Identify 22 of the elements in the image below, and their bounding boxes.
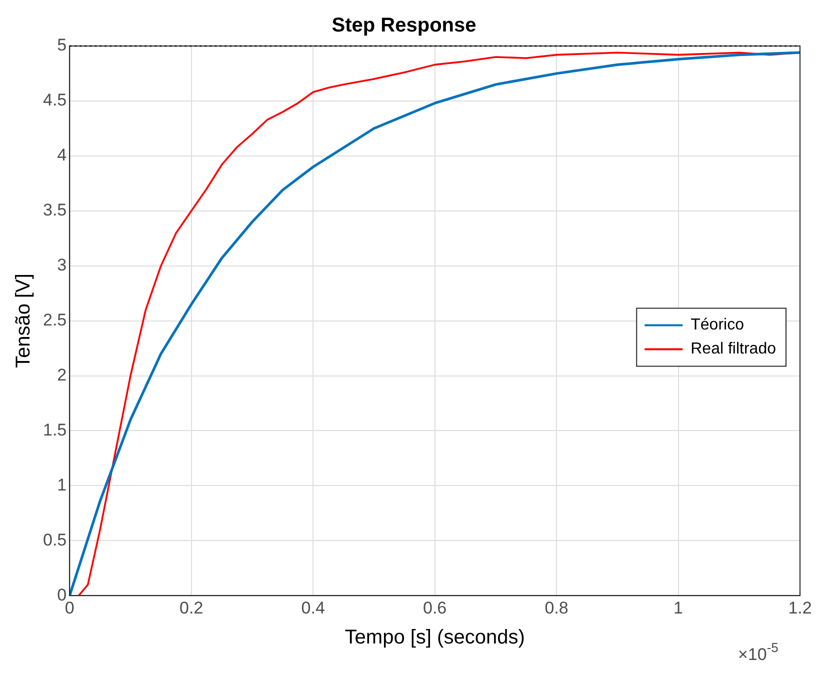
- y-tick-label: 1.5: [42, 420, 67, 440]
- x-tick-label: 0.4: [301, 598, 325, 618]
- legend-label: Téorico: [690, 316, 744, 334]
- y-tick-label: 4: [57, 146, 67, 165]
- x-tick-label: 1: [674, 598, 684, 618]
- y-tick-label: 0.5: [42, 530, 67, 550]
- y-tick-label: 2.5: [42, 310, 67, 330]
- y-tick-label: 3: [57, 256, 67, 275]
- y-tick-label: 3.5: [42, 200, 67, 220]
- y-tick-label: 2: [57, 365, 67, 384]
- y-axis-title: Tensão [V]: [12, 274, 35, 368]
- x-tick-label: 0.6: [422, 598, 447, 618]
- x-tick-label: 1.2: [788, 598, 812, 618]
- y-tick-label: 1: [57, 475, 67, 494]
- y-tick-label: 4.5: [42, 90, 67, 110]
- y-tick-label: 0: [57, 585, 67, 604]
- chart-title: Step Response: [332, 14, 476, 37]
- x-tick-label: 0.2: [180, 598, 204, 618]
- x-tick-label: 0.8: [544, 598, 568, 618]
- x-axis-title: Tempo [s] (seconds): [344, 626, 525, 649]
- y-tick-label: 5: [57, 36, 67, 55]
- legend-label: Real filtrado: [690, 340, 776, 358]
